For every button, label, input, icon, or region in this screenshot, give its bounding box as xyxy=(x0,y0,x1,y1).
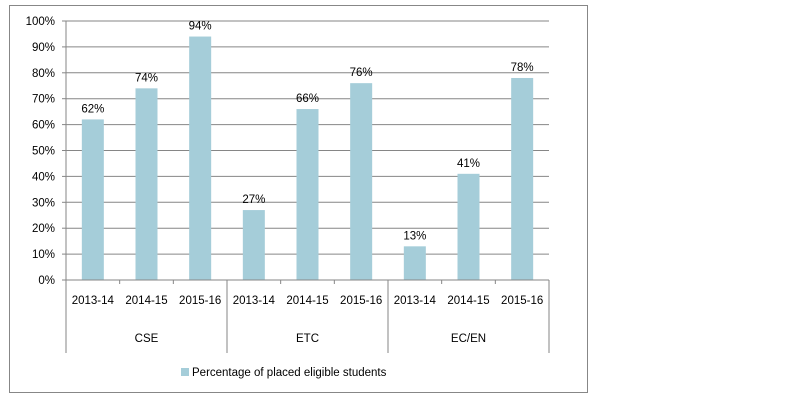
y-tick-label: 30% xyxy=(32,197,55,209)
y-tick-label: 50% xyxy=(32,146,55,158)
x-category-label: 2013-14 xyxy=(233,295,276,307)
bar xyxy=(350,83,373,280)
data-label: 76% xyxy=(350,67,373,79)
data-label: 78% xyxy=(511,62,534,74)
bar xyxy=(403,246,426,280)
x-group-label: ETC xyxy=(296,333,319,345)
data-label: 13% xyxy=(403,230,426,242)
bar xyxy=(242,210,265,280)
bar xyxy=(511,77,534,280)
y-tick-label: 70% xyxy=(32,94,55,106)
y-tick-label: 80% xyxy=(32,68,55,80)
data-label: 62% xyxy=(81,103,104,115)
x-category-label: 2014-15 xyxy=(286,295,328,307)
data-label: 41% xyxy=(457,158,480,170)
legend-swatch xyxy=(181,368,189,376)
y-tick-label: 10% xyxy=(32,249,55,261)
bar xyxy=(189,36,212,280)
bar xyxy=(457,173,480,280)
x-category-label: 2014-15 xyxy=(447,295,489,307)
x-category-label: 2015-16 xyxy=(501,295,543,307)
x-group-label: CSE xyxy=(135,333,159,345)
y-tick-label: 40% xyxy=(32,171,55,183)
x-group-label: EC/EN xyxy=(451,333,486,345)
x-category-label: 2015-16 xyxy=(179,295,221,307)
bar xyxy=(135,88,158,280)
y-tick-label: 90% xyxy=(32,42,55,54)
data-label: 94% xyxy=(189,21,212,33)
x-category-label: 2013-14 xyxy=(72,295,115,307)
bar xyxy=(81,119,104,280)
legend-label: Percentage of placed eligible students xyxy=(192,367,387,379)
x-category-label: 2015-16 xyxy=(340,295,382,307)
data-label: 66% xyxy=(296,93,319,105)
y-tick-label: 0% xyxy=(38,275,55,287)
y-tick-label: 100% xyxy=(26,16,55,28)
y-tick-label: 20% xyxy=(32,223,55,235)
y-tick-label: 60% xyxy=(32,120,55,132)
x-category-label: 2013-14 xyxy=(394,295,437,307)
x-category-label: 2014-15 xyxy=(125,295,167,307)
data-label: 27% xyxy=(242,194,265,206)
bar xyxy=(296,109,319,280)
data-label: 74% xyxy=(135,72,158,84)
